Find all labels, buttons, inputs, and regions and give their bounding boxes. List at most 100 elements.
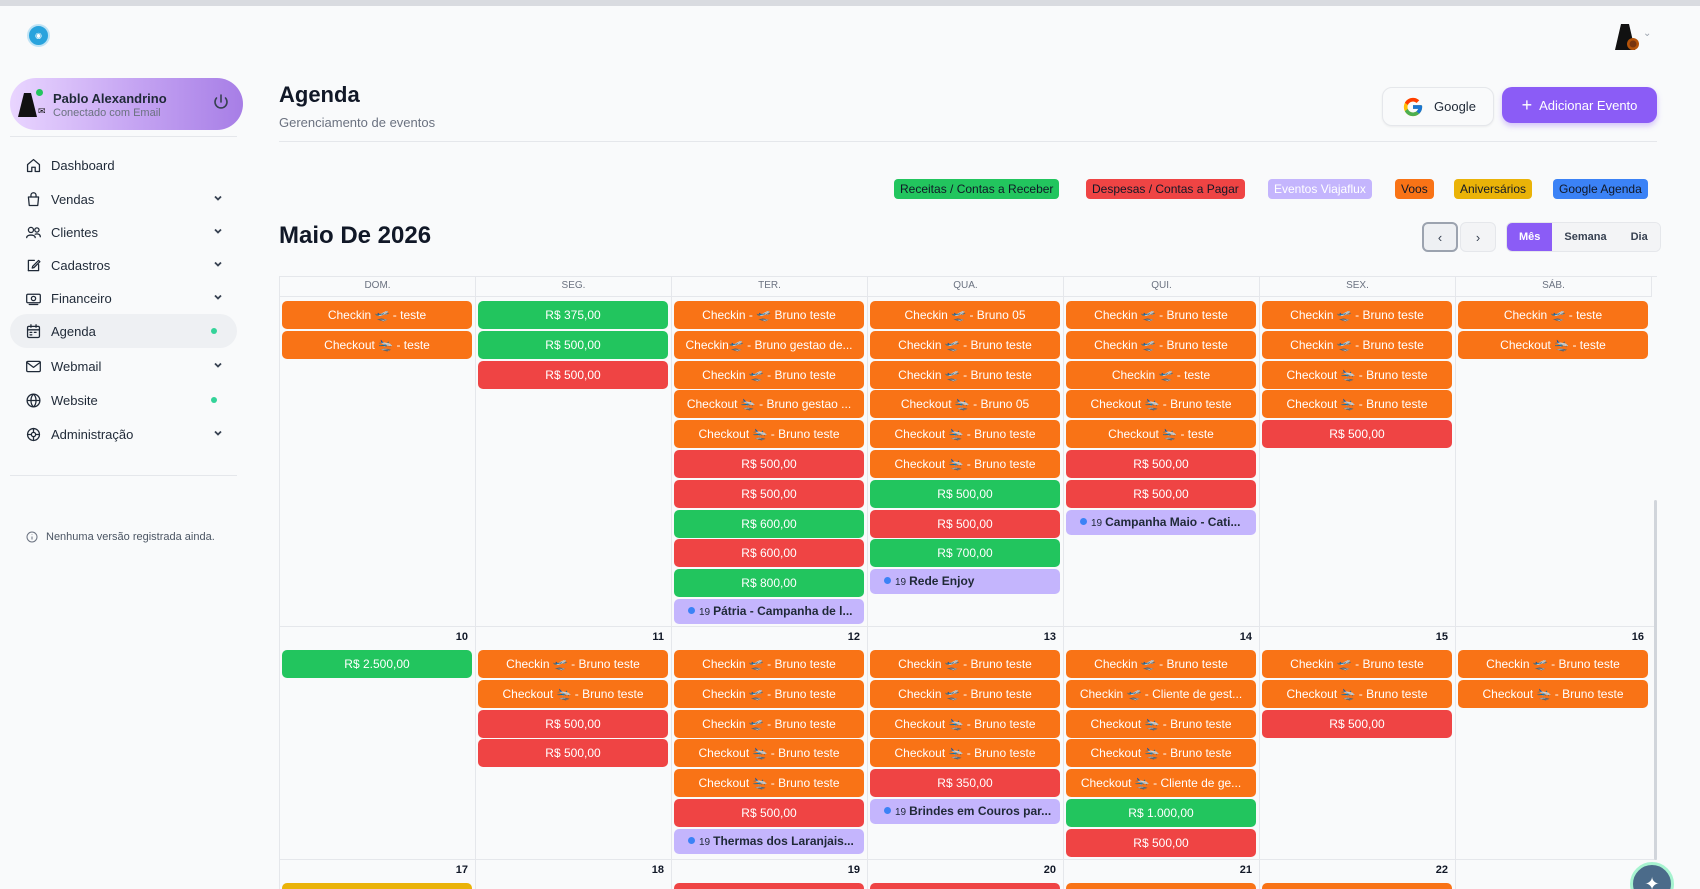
calendar-event[interactable]: R$ 600,00	[674, 539, 864, 568]
calendar-event[interactable]: R$ 500,00	[674, 479, 864, 508]
calendar-event[interactable]: Checkout 🛬 - Bruno teste	[1262, 390, 1452, 419]
calendar-event[interactable]: Checkout 🛬 - Bruno teste	[870, 420, 1060, 449]
calendar-event[interactable]: Checkin 🛫 - Bruno teste	[1066, 301, 1256, 329]
day-number[interactable]: 15	[1435, 631, 1448, 643]
calendar-event[interactable]	[1262, 883, 1452, 889]
day-number[interactable]: 16	[1631, 631, 1644, 643]
calendar-event-viajaflux[interactable]: 19 Pátria - Campanha de l...	[674, 599, 864, 624]
calendar-event[interactable]: Checkout 🛬 - Bruno teste	[674, 739, 864, 768]
calendar-event[interactable]: Checkin 🛫 - Bruno teste	[870, 360, 1060, 389]
calendar-event[interactable]: Checkin 🛫 - Cliente de gest...	[1066, 679, 1256, 708]
calendar-event[interactable]: R$ 500,00	[1066, 450, 1256, 478]
view-week-button[interactable]: Semana	[1552, 223, 1619, 251]
calendar-event[interactable]: R$ 500,00	[870, 509, 1060, 538]
calendar-event[interactable]: R$ 500,00	[478, 360, 668, 389]
calendar-event[interactable]: Checkout 🛬 - Cliente de ge...	[1066, 769, 1256, 798]
calendar-event[interactable]: Checkin 🛫 - Bruno teste	[1066, 650, 1256, 678]
sidebar-item-website[interactable]: Website	[10, 383, 237, 417]
day-number[interactable]: 10	[455, 631, 468, 643]
calendar-event[interactable]: Checkout 🛬 - Bruno teste	[870, 709, 1060, 738]
avatar[interactable]	[1611, 20, 1639, 52]
calendar-event[interactable]: Checkin 🛫 - Bruno teste	[1066, 330, 1256, 359]
calendar-event[interactable]: R$ 375,00	[478, 301, 668, 329]
calendar-event[interactable]: Checkout 🛬 - Bruno teste	[870, 739, 1060, 768]
day-number[interactable]: 11	[652, 631, 664, 643]
calendar-event[interactable]	[870, 883, 1060, 889]
calendar-event[interactable]: Checkout 🛬 - teste	[282, 330, 472, 359]
legend-item[interactable]: Despesas / Contas a Pagar	[1086, 179, 1245, 199]
calendar-event[interactable]: Checkin 🛫 - teste	[1458, 301, 1648, 329]
calendar-event[interactable]: R$ 350,00	[870, 769, 1060, 798]
calendar-event[interactable]	[674, 883, 864, 889]
day-number[interactable]: 18	[651, 864, 664, 876]
calendar-event[interactable]: Checkin🛫 - Bruno gestao de...	[674, 330, 864, 359]
sidebar-item-administracao[interactable]: Administração	[10, 417, 237, 451]
calendar-event[interactable]: R$ 700,00	[870, 539, 1060, 568]
day-number[interactable]: 17	[455, 864, 468, 876]
chevron-down-icon[interactable]: ⌄	[1643, 28, 1652, 39]
prev-month-button[interactable]: ‹	[1422, 222, 1458, 252]
calendar-event[interactable]: Checkout 🛬 - Bruno teste	[1066, 739, 1256, 768]
calendar-event[interactable]: Checkout 🛬 - teste	[1066, 420, 1256, 449]
sidebar-item-financeiro[interactable]: Financeiro	[10, 281, 237, 315]
calendar-event[interactable]: Checkin 🛫 - Bruno teste	[870, 650, 1060, 678]
day-number[interactable]: 12	[847, 631, 860, 643]
calendar-event[interactable]: R$ 500,00	[478, 739, 668, 768]
user-card[interactable]: ✉ Pablo Alexandrino Conectado com Email	[10, 78, 243, 130]
calendar-event[interactable]: Checkout 🛬 - Bruno 05	[870, 390, 1060, 419]
calendar-event[interactable]: Checkin 🛫 - teste	[282, 301, 472, 329]
sidebar-item-vendas[interactable]: Vendas	[10, 182, 237, 216]
calendar-event[interactable]: Checkout 🛬 - Bruno teste	[1066, 390, 1256, 419]
sidebar-item-clientes[interactable]: Clientes	[10, 215, 237, 249]
globe-logo-icon[interactable]: ◉	[27, 24, 50, 47]
calendar-event[interactable]: Checkout 🛬 - Bruno teste	[674, 769, 864, 798]
calendar-event-viajaflux[interactable]: 19 Campanha Maio - Cati...	[1066, 509, 1256, 535]
calendar-event[interactable]: Checkin 🛫 - Bruno teste	[870, 679, 1060, 708]
sidebar-item-cadastros[interactable]: Cadastros	[10, 248, 237, 282]
day-number[interactable]: 19	[847, 864, 860, 876]
calendar-event[interactable]: Checkin 🛫 - Bruno teste	[870, 330, 1060, 359]
calendar-event[interactable]: R$ 500,00	[478, 709, 668, 738]
calendar-event[interactable]: R$ 500,00	[674, 450, 864, 478]
day-number[interactable]: 22	[1435, 864, 1448, 876]
calendar-event[interactable]: Checkin 🛫 - Bruno teste	[674, 360, 864, 389]
calendar-event[interactable]: R$ 500,00	[674, 799, 864, 827]
legend-item[interactable]: Voos	[1395, 179, 1434, 199]
calendar-event[interactable]: Checkin 🛫 - Bruno teste	[674, 679, 864, 708]
view-month-button[interactable]: Mês	[1507, 223, 1553, 251]
calendar-event[interactable]: R$ 500,00	[1262, 420, 1452, 449]
legend-item[interactable]: Receitas / Contas a Receber	[894, 179, 1060, 199]
calendar-event[interactable]: R$ 500,00	[870, 479, 1060, 508]
calendar-event[interactable]: R$ 500,00	[1066, 479, 1256, 508]
sidebar-item-webmail[interactable]: Webmail	[10, 349, 237, 383]
calendar-event-viajaflux[interactable]: 19 Brindes em Couros par...	[870, 799, 1060, 824]
calendar-event[interactable]: R$ 600,00	[674, 509, 864, 538]
calendar-event[interactable]: Checkout 🛬 - Bruno teste	[1066, 709, 1256, 738]
day-number[interactable]: 14	[1239, 631, 1252, 643]
calendar-event-viajaflux[interactable]: 19 Thermas dos Laranjais...	[674, 828, 864, 854]
calendar-event[interactable]: Checkin 🛫 - Bruno teste	[1458, 650, 1648, 678]
calendar-event[interactable]: R$ 500,00	[1066, 828, 1256, 857]
calendar-event[interactable]: Checkout 🛬 - Bruno teste	[478, 679, 668, 708]
calendar-event[interactable]: Checkout 🛬 - teste	[1458, 330, 1648, 359]
calendar-event[interactable]: Checkin 🛫 - Bruno teste	[1262, 301, 1452, 329]
sidebar-item-dashboard[interactable]: Dashboard	[10, 148, 237, 182]
next-month-button[interactable]: ›	[1460, 222, 1496, 252]
calendar-event[interactable]: Checkin - 🛫 Bruno teste	[674, 301, 864, 329]
calendar-event[interactable]	[1066, 883, 1256, 889]
calendar-event[interactable]: Checkin 🛫 - Bruno teste	[478, 650, 668, 678]
calendar-event[interactable]: R$ 500,00	[1262, 709, 1452, 738]
legend-item[interactable]: Eventos Viajaflux	[1268, 179, 1372, 199]
calendar-event[interactable]: Checkout 🛬 - Bruno teste	[1262, 679, 1452, 708]
view-day-button[interactable]: Dia	[1618, 223, 1660, 251]
legend-item[interactable]: Google Agenda	[1553, 179, 1648, 199]
calendar-event[interactable]: Checkout 🛬 - Bruno teste	[674, 420, 864, 449]
calendar-event[interactable]: R$ 500,00	[478, 330, 668, 359]
calendar-event[interactable]: Checkin 🛫 - Bruno teste	[674, 650, 864, 678]
calendar-event[interactable]	[282, 883, 472, 889]
calendar-event[interactable]: Checkin 🛫 - Bruno 05	[870, 301, 1060, 329]
calendar-event[interactable]: R$ 2.500,00	[282, 650, 472, 678]
calendar-event[interactable]: Checkout 🛬 - Bruno teste	[1262, 360, 1452, 389]
calendar-event[interactable]: R$ 800,00	[674, 569, 864, 598]
calendar-event[interactable]: Checkin 🛫 - Bruno teste	[1262, 650, 1452, 678]
